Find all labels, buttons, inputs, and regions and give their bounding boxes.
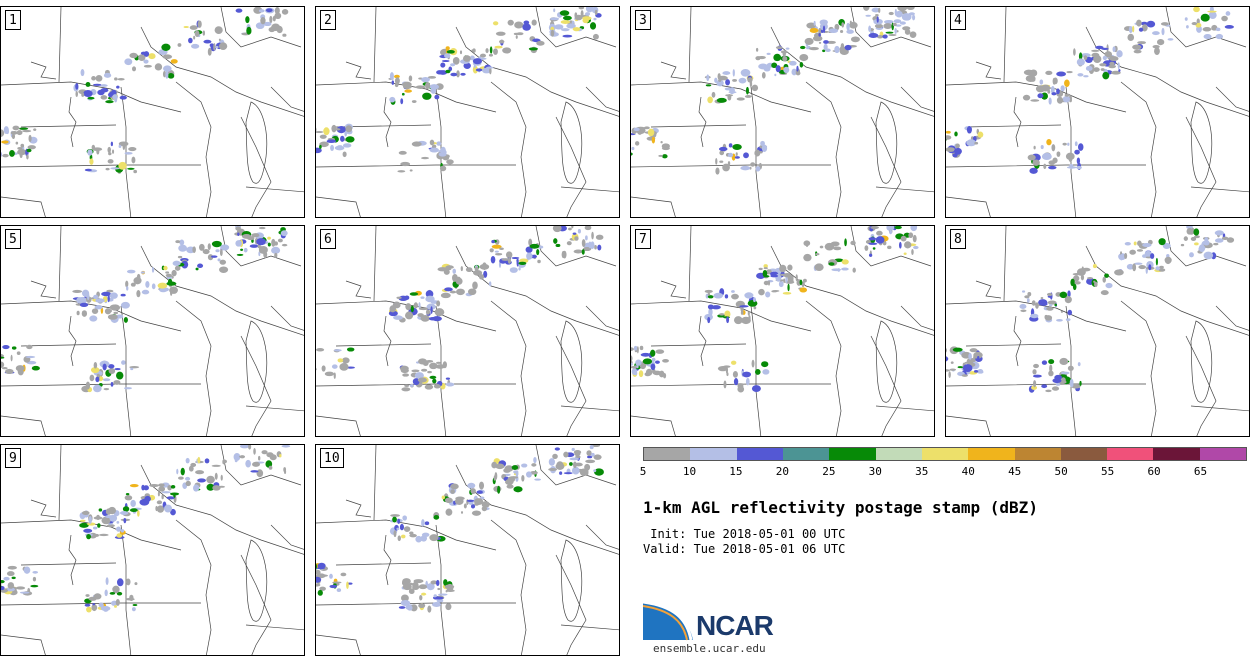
map-panel: 3 — [630, 6, 935, 218]
member-label: 1 — [5, 10, 21, 30]
ncar-logo-text: NCAR — [696, 610, 774, 641]
map-panel: 6 — [315, 225, 620, 437]
colorbar-tick-label: 50 — [1054, 465, 1068, 478]
member-label: 2 — [320, 10, 336, 30]
member-label: 5 — [5, 229, 21, 249]
map-outline — [631, 226, 934, 436]
member-label: 8 — [950, 229, 966, 249]
map-panel: 8 — [945, 225, 1250, 437]
map-panel: 1 — [0, 6, 305, 218]
map-panel: 10 — [315, 444, 620, 656]
member-label: 6 — [320, 229, 336, 249]
colorbar-bin — [921, 448, 969, 460]
colorbar-bin — [1107, 448, 1154, 460]
map-outline — [316, 445, 619, 655]
reflectivity-colorbar — [643, 447, 1247, 461]
colorbar-tick-label: 65 — [1193, 465, 1208, 478]
map-outline — [1, 226, 304, 436]
map-outline — [631, 7, 934, 217]
colorbar-tick-label: 20 — [775, 465, 789, 478]
member-label: 9 — [5, 448, 21, 468]
valid-time: Valid: Tue 2018-05-01 06 UTC — [643, 542, 846, 556]
colorbar-bin — [644, 448, 691, 460]
colorbar-tick-label: 45 — [1008, 465, 1022, 478]
map-panel: 4 — [945, 6, 1250, 218]
member-label: 7 — [635, 229, 651, 249]
colorbar-bin — [875, 448, 922, 460]
colorbar-bin — [1060, 448, 1108, 460]
colorbar-tick-label: 25 — [822, 465, 836, 478]
colorbar-tick-label: 15 — [729, 465, 743, 478]
colorbar-bin — [1153, 448, 1200, 460]
colorbar-tick-label: 60 — [1147, 465, 1161, 478]
figure-title: 1-km AGL reflectivity postage stamp (dBZ… — [643, 498, 1038, 517]
map-panel: 5 — [0, 225, 305, 437]
map-panel: 9 — [0, 444, 305, 656]
colorbar-bin — [690, 448, 737, 460]
colorbar-bin — [1014, 448, 1061, 460]
map-panel: 2 — [315, 6, 620, 218]
map-outline — [316, 7, 619, 217]
colorbar-tick-label: 10 — [682, 465, 697, 478]
colorbar-bin — [968, 448, 1015, 460]
map-outline — [946, 7, 1249, 217]
colorbar-bin — [1199, 448, 1247, 460]
init-time: Init: Tue 2018-05-01 00 UTC — [643, 527, 846, 541]
map-outline — [1, 7, 304, 217]
member-label: 4 — [950, 10, 966, 30]
member-label: 3 — [635, 10, 651, 30]
colorbar-tick-label: 40 — [961, 465, 975, 478]
map-outline — [1, 445, 304, 655]
colorbar-tick-label: 30 — [868, 465, 882, 478]
colorbar-ticks: 5 10 15 20 25 30 35 40 45 50 55 60 65 — [639, 465, 1247, 481]
colorbar-bin — [782, 448, 830, 460]
map-panel: 7 — [630, 225, 935, 437]
colorbar-tick-label: 5 — [639, 465, 647, 478]
colorbar-bin — [829, 448, 876, 460]
ncar-logo-icon — [643, 600, 693, 641]
map-outline — [946, 226, 1249, 436]
colorbar-bin — [736, 448, 783, 460]
colorbar-tick-label: 55 — [1100, 465, 1115, 478]
colorbar-tick-label: 35 — [915, 465, 929, 478]
map-outline — [316, 226, 619, 436]
logo-url: ensemble.ucar.edu — [653, 642, 766, 655]
member-label: 10 — [320, 448, 344, 468]
